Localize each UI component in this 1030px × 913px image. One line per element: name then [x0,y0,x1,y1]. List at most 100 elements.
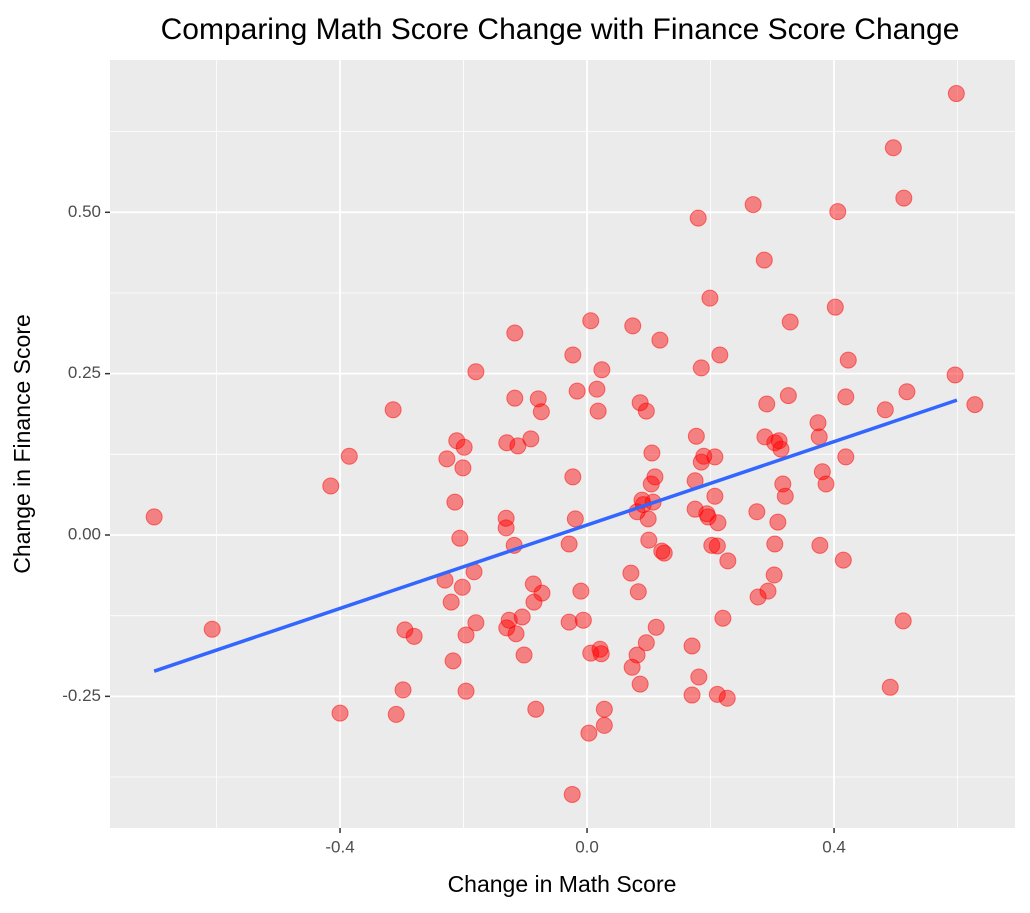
point [589,402,607,420]
point [533,584,551,602]
point [765,566,783,584]
point [637,634,655,652]
point [405,627,423,645]
y-tick-label: -0.25 [62,686,101,705]
point [564,346,582,364]
point [446,493,464,511]
point [755,251,773,269]
point [639,510,657,528]
point [699,508,717,526]
point [454,459,472,477]
point [442,593,460,611]
point [527,700,545,718]
point [837,448,855,466]
point [811,536,829,554]
point [506,324,524,342]
point [655,544,673,562]
x-tick-label: 0.4 [822,837,846,856]
point [837,388,855,406]
point [829,203,847,221]
point [506,389,524,407]
point [387,705,405,723]
point [457,682,475,700]
point [781,313,799,331]
point [643,444,661,462]
plot-panel [110,60,1015,828]
point [498,434,516,452]
point [568,382,586,400]
y-tick-label: 0.00 [68,524,101,543]
point [748,503,766,521]
point [687,427,705,445]
y-axis-title: Change in Finance Score [9,314,35,574]
point [640,531,658,549]
point [467,614,485,632]
point [580,724,598,742]
point [817,475,835,493]
point [772,440,790,458]
trend-line [153,398,958,673]
point [966,396,984,414]
point [467,363,485,381]
point [322,477,340,495]
point [759,582,777,600]
point [560,613,578,631]
x-tick-label: -0.4 [325,837,354,856]
point [592,645,610,663]
point [524,575,542,593]
point [881,678,899,696]
point [692,359,710,377]
point [595,700,613,718]
point [769,513,787,531]
point [455,438,473,456]
point [701,289,719,307]
point [690,668,708,686]
point [810,428,828,446]
point [593,361,611,379]
point [709,514,727,532]
point [588,380,606,398]
point [758,395,776,413]
point [453,578,471,596]
point [629,583,647,601]
point [766,434,784,452]
point [708,685,726,703]
chart-title: Comparing Math Score Change with Finance… [161,13,960,46]
point [776,487,794,505]
point [563,785,581,803]
point [515,646,533,664]
point [770,432,788,450]
x-axis-title: Change in Math Score [448,871,677,897]
point [564,468,582,486]
point [628,646,646,664]
point [947,85,965,103]
point [884,139,902,157]
point [631,675,649,693]
point [718,689,736,707]
point [708,537,726,555]
point [566,510,584,528]
point [779,387,797,405]
point [683,637,701,655]
point [637,402,655,420]
point [331,704,349,722]
point [624,317,642,335]
point [756,428,774,446]
point [444,652,462,670]
point [457,626,475,644]
point [834,551,852,569]
point [689,209,707,227]
point [497,509,515,527]
y-tick-label: 0.25 [68,363,101,382]
point [560,535,578,553]
point [497,519,515,537]
point [744,196,762,214]
point [683,686,701,704]
point [145,508,163,526]
point [500,611,518,629]
point [529,390,547,408]
y-tick-label: 0.50 [68,202,101,221]
point [384,401,402,419]
point [711,346,729,364]
point [703,536,721,554]
